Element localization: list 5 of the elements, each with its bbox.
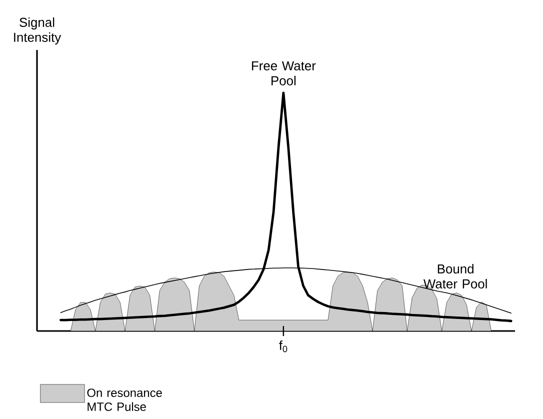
- y-axis-title: Signal Intensity: [14, 17, 62, 44]
- legend-label: On resonance MTC Pulse: [87, 388, 162, 411]
- text: f$_{0}$: [279, 340, 288, 352]
- text: Free Water Pool: [252, 61, 316, 86]
- annotation: Bound Water Pool: [423, 264, 487, 288]
